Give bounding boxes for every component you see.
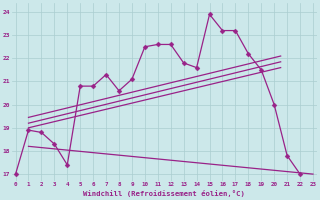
X-axis label: Windchill (Refroidissement éolien,°C): Windchill (Refroidissement éolien,°C) [83, 190, 245, 197]
